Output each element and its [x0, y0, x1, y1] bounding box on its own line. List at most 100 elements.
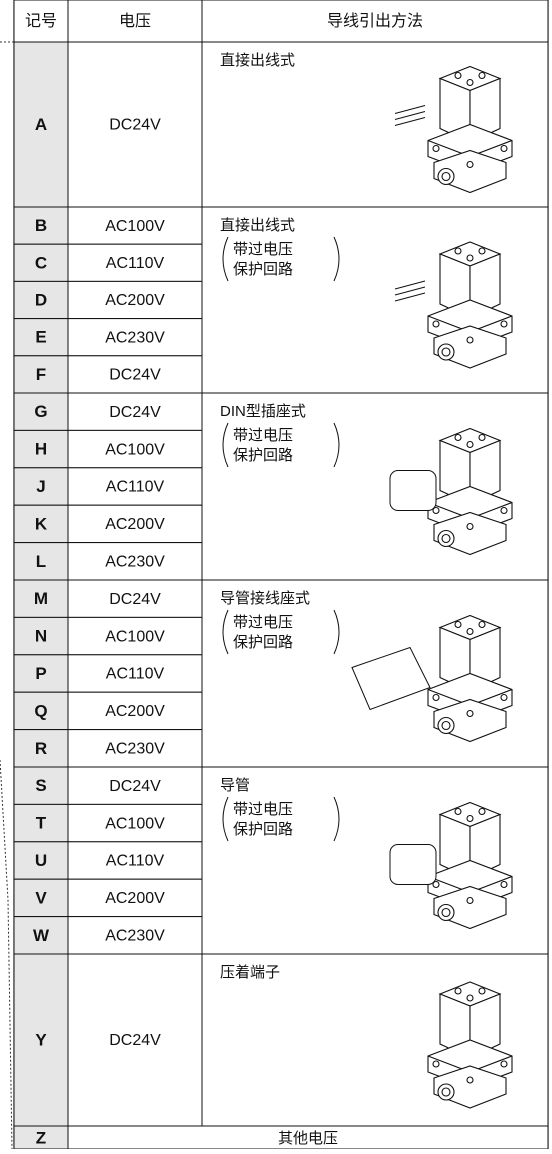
code: M: [34, 589, 48, 608]
code-cell: [13, 392, 69, 431]
voltage: DC24V: [109, 367, 161, 384]
bracket: [333, 236, 340, 282]
code: P: [35, 664, 46, 683]
header-text: 电压: [119, 12, 151, 30]
method: DIN型插座式: [220, 403, 306, 420]
voltage-cell: [67, 878, 203, 918]
voltage-cell: [67, 355, 203, 394]
voltage: DC24V: [109, 404, 161, 421]
voltage: AC230V: [105, 554, 165, 571]
bracket: [222, 796, 229, 842]
code: V: [35, 888, 47, 907]
header-text: 记号: [25, 12, 57, 30]
voltage: AC100V: [105, 441, 165, 458]
bracket: [333, 609, 340, 655]
method: 导管接线座式: [220, 590, 310, 607]
voltage-cell: [67, 953, 203, 1127]
other-text: 其他电压: [278, 1130, 338, 1147]
voltage-cell: [67, 542, 203, 581]
connector: [351, 646, 431, 711]
voltage-cell: [67, 504, 203, 544]
code-cell: [13, 41, 69, 208]
voltage: AC200V: [105, 516, 165, 533]
bracket: [333, 422, 340, 468]
note: 保护回路: [233, 821, 293, 838]
bracket: [333, 796, 340, 842]
code-cell: [13, 953, 69, 1127]
voltage: AC230V: [105, 741, 165, 758]
voltage: AC100V: [105, 628, 165, 645]
bracket: [222, 422, 229, 468]
voltage: AC110V: [106, 666, 165, 683]
voltage: DC24V: [109, 778, 161, 795]
note: 带过电压: [233, 801, 293, 818]
code-cell: [13, 916, 69, 955]
voltage-cell: [67, 916, 203, 955]
voltage: DC24V: [109, 1032, 161, 1049]
wires: [394, 280, 426, 302]
code-cell: [13, 542, 69, 581]
code: B: [35, 216, 47, 235]
voltage: DC24V: [109, 117, 161, 134]
voltage: AC110V: [106, 479, 165, 496]
code-cell: [13, 243, 69, 282]
note: 带过电压: [233, 614, 293, 631]
voltage: AC100V: [105, 218, 165, 235]
header-cell: [67, 0, 203, 43]
voltage: AC230V: [105, 928, 165, 945]
voltage: AC200V: [105, 890, 165, 907]
voltage-cell: [67, 41, 203, 208]
bracket: [222, 236, 229, 282]
code-cell: [13, 318, 69, 357]
code: N: [35, 627, 47, 646]
code: Y: [35, 1030, 47, 1049]
code: E: [35, 328, 46, 347]
header-cell: [201, 0, 549, 43]
note: 带过电压: [233, 241, 293, 258]
leader-line: [0, 759, 13, 1150]
code: T: [36, 814, 47, 833]
voltage: AC100V: [105, 815, 165, 832]
note: 保护回路: [233, 634, 293, 651]
note: 保护回路: [233, 261, 293, 278]
code: Z: [36, 1128, 46, 1147]
bracket: [222, 609, 229, 655]
code: D: [35, 290, 47, 309]
code-cell: [13, 579, 69, 618]
voltage: DC24V: [109, 591, 161, 608]
wires: [394, 105, 426, 126]
code: H: [35, 440, 47, 459]
code: U: [35, 851, 47, 870]
voltage: AC230V: [105, 329, 165, 346]
voltage: AC110V: [106, 853, 165, 870]
code: K: [35, 514, 48, 533]
code: G: [34, 402, 47, 421]
code: W: [33, 926, 50, 945]
voltage: AC200V: [105, 292, 165, 309]
code: C: [35, 253, 47, 272]
voltage-cell: [67, 579, 203, 618]
code: L: [36, 552, 46, 571]
connector: [389, 470, 437, 511]
voltage-cell: [67, 841, 203, 880]
voltage-cell: [67, 318, 203, 357]
method: 导管: [220, 777, 250, 794]
method: 压着端子: [220, 964, 280, 981]
voltage-cell: [67, 766, 203, 805]
note: 保护回路: [233, 447, 293, 464]
code-cell: [13, 429, 69, 469]
voltage: AC110V: [106, 255, 165, 272]
voltage-cell: [67, 206, 203, 245]
code-cell: [13, 729, 69, 768]
voltage-cell: [67, 803, 203, 843]
code: R: [35, 739, 47, 758]
code-cell: [13, 654, 69, 693]
code: F: [36, 365, 46, 384]
voltage-cell: [67, 243, 203, 282]
voltage-cell: [67, 392, 203, 431]
code: S: [35, 776, 46, 795]
code-cell: [13, 766, 69, 805]
voltage: AC200V: [105, 703, 165, 720]
code: A: [35, 115, 47, 134]
